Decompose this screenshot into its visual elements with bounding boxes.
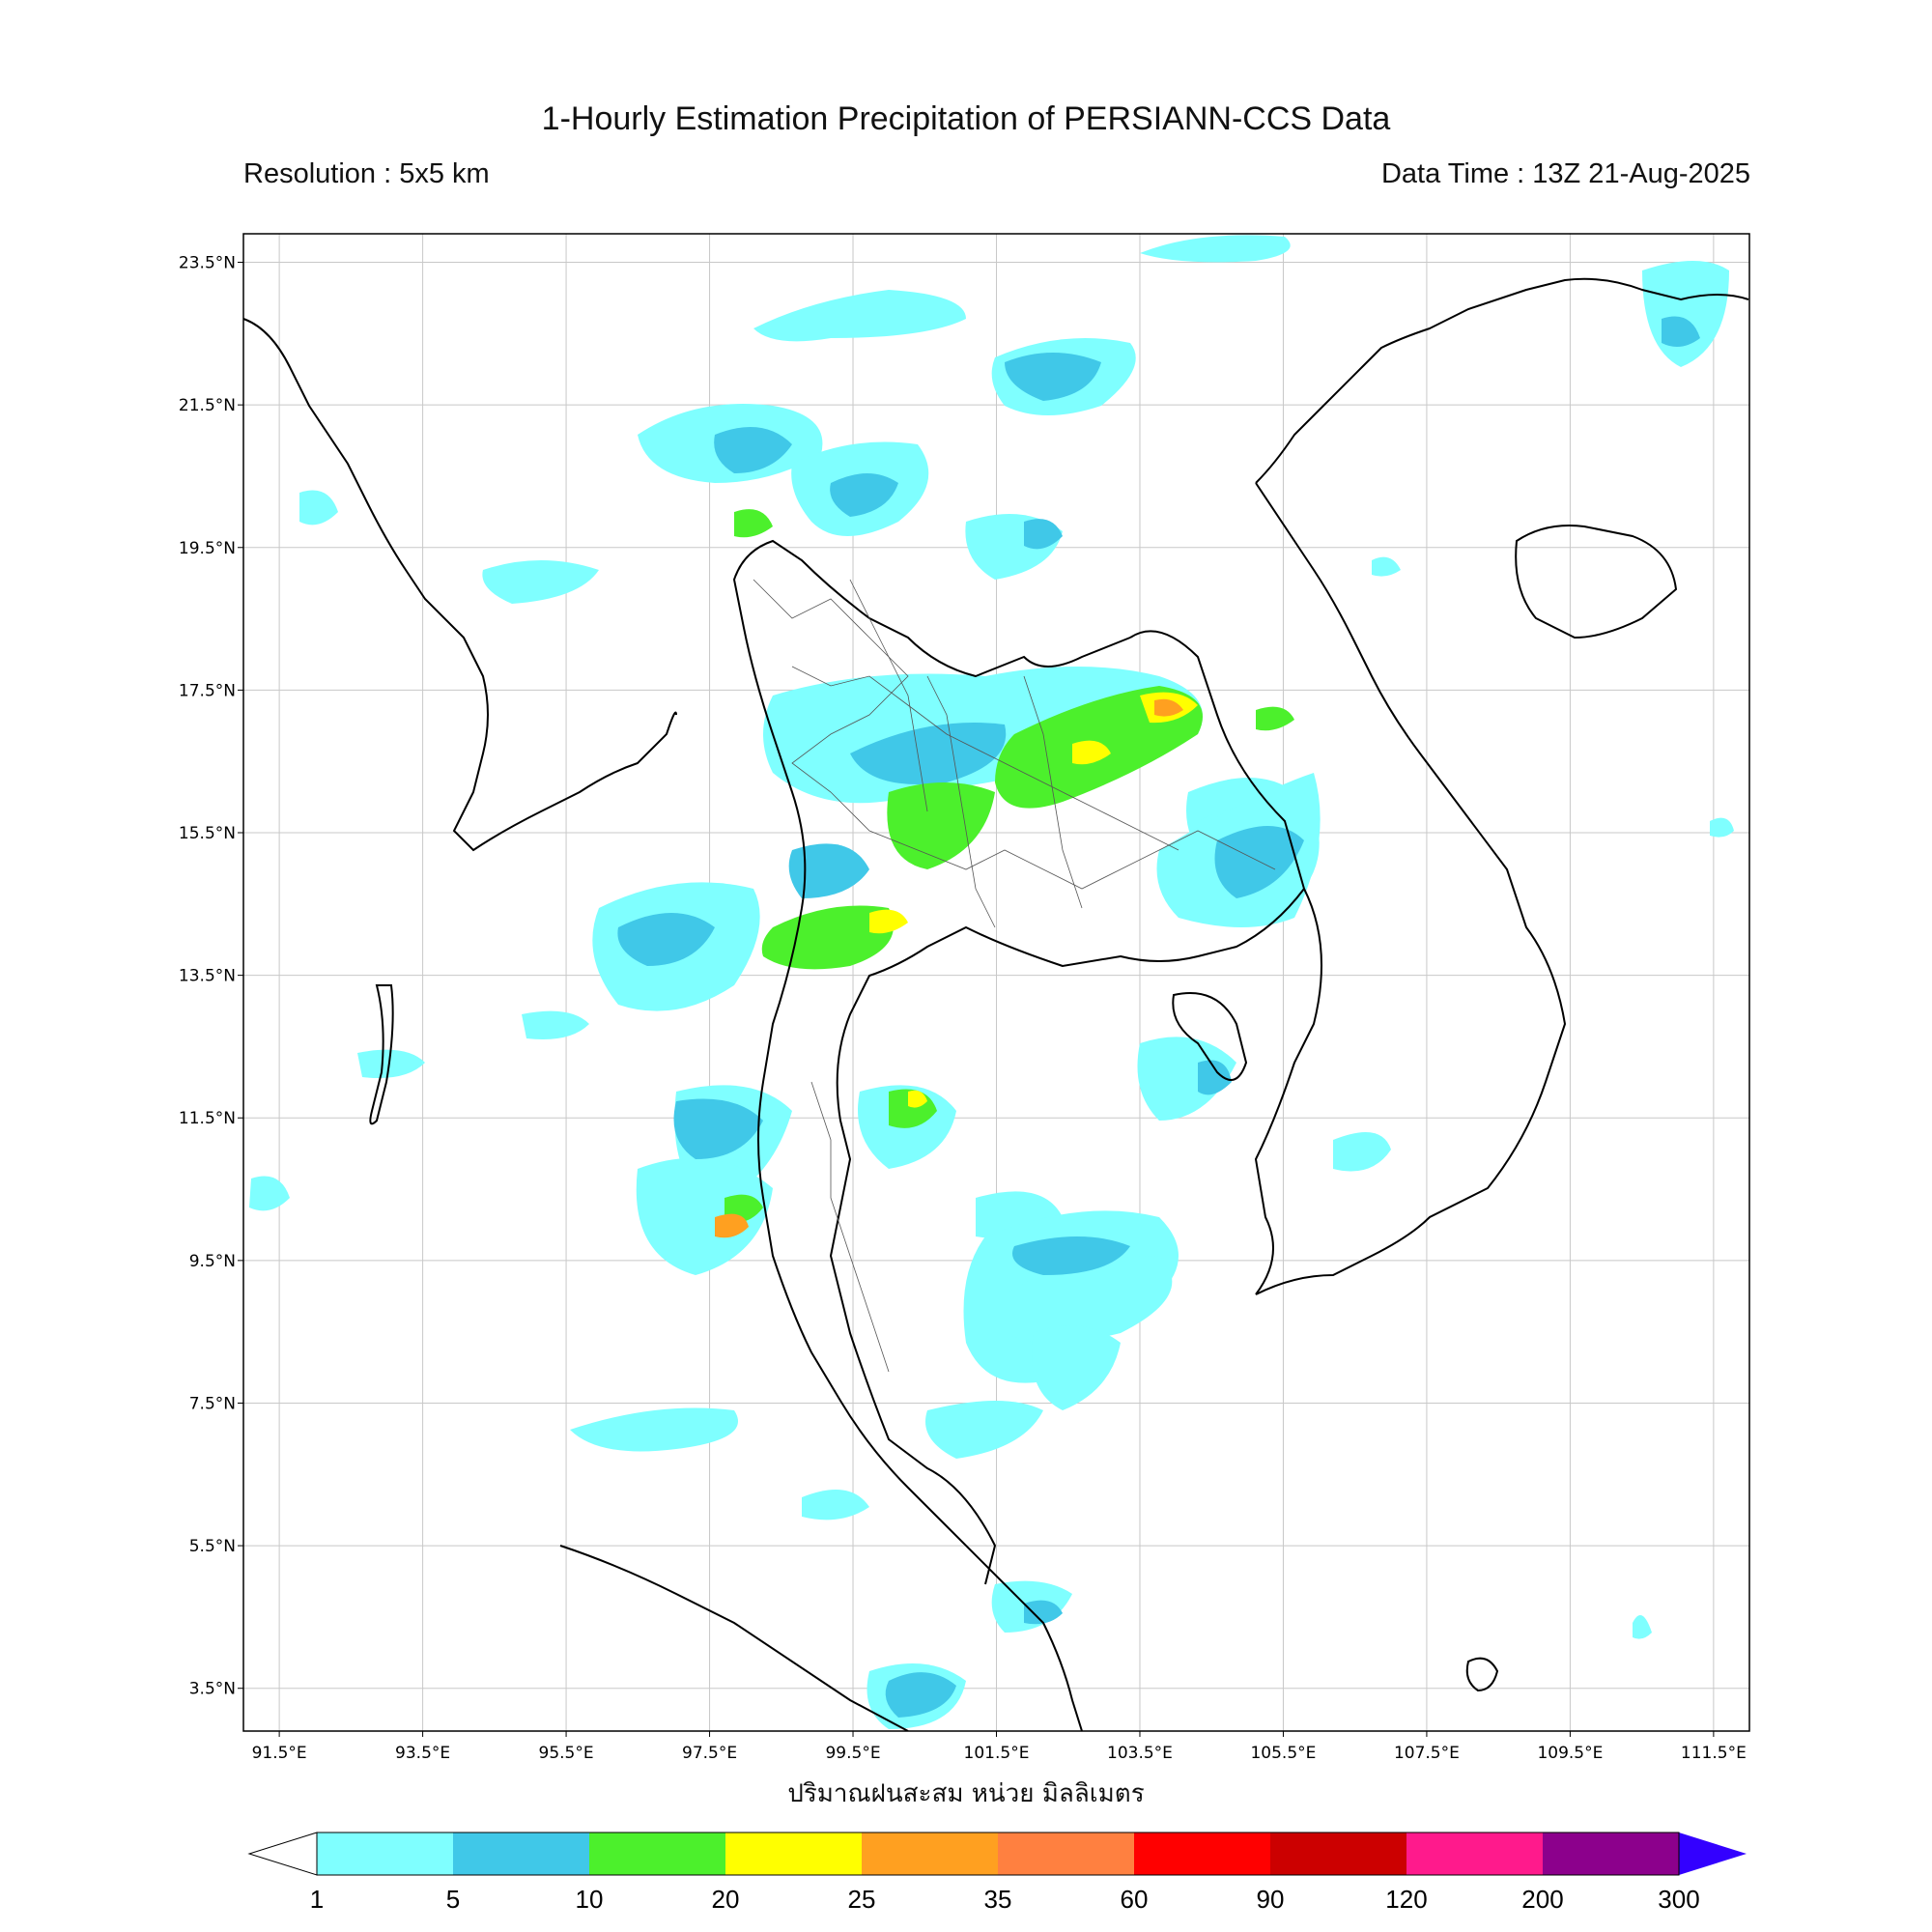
lon-tick-label: 107.5°E [1394, 1744, 1460, 1763]
colorbar-segment [998, 1833, 1134, 1875]
rain-area-20-60mm [715, 692, 1198, 1238]
colorbar-tick-label: 120 [1385, 1885, 1427, 1914]
lat-tick-label: 21.5°N [179, 396, 236, 415]
colorbar-tick-label: 60 [1121, 1885, 1149, 1914]
colorbar-tick-label: 200 [1521, 1885, 1563, 1914]
province-borders [753, 579, 1276, 1373]
colorbar-segment [453, 1833, 589, 1875]
colorbar-label: ปริมาณฝนสะสม หน่วย มิลลิเมตร [787, 1779, 1145, 1808]
colorbar-outline [316, 1832, 1680, 1876]
lat-tick-label: 5.5°N [189, 1537, 236, 1556]
lon-tick-label: 97.5°E [682, 1744, 737, 1763]
colorbar-min-extend [247, 1832, 318, 1876]
colorbar-tick-label: 25 [848, 1885, 876, 1914]
lat-tick-label: 9.5°N [189, 1252, 236, 1271]
lon-tick-label: 111.5°E [1681, 1744, 1747, 1763]
rain-area-5-10mm [617, 316, 1700, 1718]
resolution-label: Resolution : 5x5 km [243, 158, 490, 189]
colorbar-max-extend [1679, 1833, 1747, 1875]
axis-tick-labels: 91.5°E 93.5°E 95.5°E 97.5°E 99.5°E 101.5°E 103… [179, 254, 1747, 1763]
colorbar-tick-label: 5 [446, 1885, 460, 1914]
colorbar-segment [725, 1833, 862, 1875]
country-borders [243, 277, 1749, 1731]
colorbar-tick-label: 300 [1658, 1885, 1699, 1914]
colorbar-tick-label: 90 [1257, 1885, 1285, 1914]
lat-tick-label: 23.5°N [179, 254, 236, 273]
lat-tick-label: 19.5°N [179, 539, 236, 558]
lon-tick-label: 91.5°E [252, 1744, 307, 1763]
data-time-label: Data Time : 13Z 21-Aug-2025 [1380, 158, 1750, 189]
colorbar-segment [1406, 1833, 1543, 1875]
colorbar-segment [1543, 1833, 1679, 1875]
lat-tick-label: 15.5°N [179, 824, 236, 843]
lon-tick-label: 103.5°E [1107, 1744, 1173, 1763]
colorbar-segment [862, 1833, 998, 1875]
colorbar-segment [1270, 1833, 1406, 1875]
colorbar-tick-label: 10 [576, 1885, 604, 1914]
precipitation-map: 91.5°E 93.5°E 95.5°E 97.5°E 99.5°E 101.5°E 103… [179, 233, 1750, 1763]
lon-tick-label: 109.5°E [1537, 1744, 1603, 1763]
lat-tick-label: 13.5°N [179, 967, 236, 986]
lat-tick-label: 11.5°N [179, 1109, 236, 1128]
lon-tick-label: 99.5°E [825, 1744, 880, 1763]
lat-tick-label: 3.5°N [189, 1680, 236, 1699]
lon-tick-label: 101.5°E [964, 1744, 1030, 1763]
colorbar-tick-label: 35 [984, 1885, 1012, 1914]
colorbar-segment [589, 1833, 725, 1875]
lat-tick-label: 17.5°N [179, 681, 236, 700]
map-title: 1-Hourly Estimation Precipitation of PER… [541, 100, 1391, 137]
lat-tick-label: 7.5°N [189, 1394, 236, 1413]
lon-tick-label: 93.5°E [395, 1744, 450, 1763]
colorbar-tick-label: 20 [712, 1885, 740, 1914]
lon-tick-label: 105.5°E [1250, 1744, 1316, 1763]
colorbar-tick-label: 1 [310, 1885, 324, 1914]
lon-tick-label: 95.5°E [539, 1744, 594, 1763]
colorbar-segment [317, 1833, 453, 1875]
colorbar-segment [1134, 1833, 1270, 1875]
